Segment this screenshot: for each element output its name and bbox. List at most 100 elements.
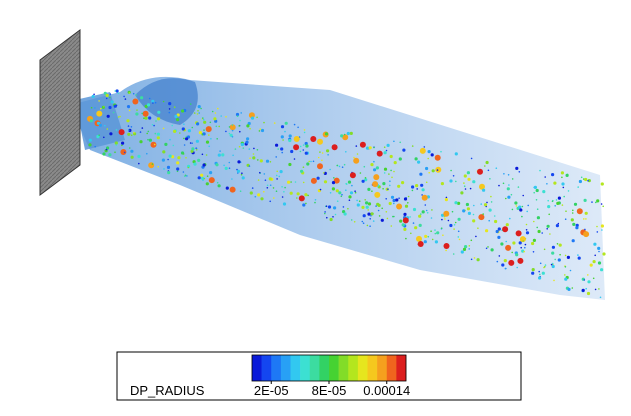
particle [257,159,259,161]
particle [192,160,196,164]
particle [472,180,476,184]
particle [324,211,326,213]
particle [253,147,255,150]
particle [109,96,111,99]
particle [132,98,139,105]
particle [364,199,367,201]
particle [373,160,375,163]
particle [390,225,393,227]
particle [153,124,155,127]
particle [430,230,432,232]
particle [533,185,538,189]
particle [601,229,603,231]
particle [462,209,466,213]
particle [319,151,321,153]
particle [94,145,96,148]
particle [306,162,310,166]
particle [505,223,509,227]
particle [424,204,427,206]
particle [333,206,337,210]
particle [383,172,386,174]
particle [388,201,392,206]
particle [425,166,429,171]
particle [345,151,347,153]
particle [495,167,498,169]
particle [224,166,228,170]
particle [135,112,139,116]
particle [463,185,466,187]
particle [583,231,590,238]
particle [585,218,587,220]
particle [519,208,523,212]
particle [393,140,395,143]
particle [307,194,309,197]
particle [550,263,553,266]
particle [94,107,96,109]
particle [539,273,541,276]
particle [421,188,425,192]
particle [350,219,353,221]
particle [483,203,488,207]
particle [414,226,418,230]
particle [572,222,576,226]
particle [236,169,241,173]
particle [141,127,144,129]
particle [284,121,288,125]
particle [425,209,428,212]
particle [447,219,450,222]
particle [501,263,505,267]
particle [209,171,213,175]
particle [533,220,535,223]
particle [587,179,589,182]
particle [168,154,172,158]
particle [546,224,550,228]
particle [187,129,191,133]
particle [390,195,395,199]
particle [152,102,154,104]
particle [389,154,393,159]
particle [176,167,180,171]
particle [256,149,259,151]
particle [354,190,356,192]
particle [449,223,453,228]
particle [296,197,298,199]
particle [417,241,424,247]
particle [296,192,300,196]
particle [115,144,118,146]
particle [398,197,400,199]
particle [338,165,341,168]
particle [310,177,317,184]
particle [457,236,460,238]
particle [558,243,562,247]
particle [463,174,467,178]
particle [359,141,366,148]
particle [583,279,586,281]
particle [484,165,486,167]
particle [146,103,151,107]
particle [369,218,372,220]
particle [248,148,251,150]
particle [365,205,369,209]
particle [551,262,554,265]
particle [508,259,515,266]
particle [216,138,218,140]
particle [531,241,535,246]
particle [390,169,392,172]
color-swatch [396,355,407,381]
particle [293,136,300,142]
particle [518,205,522,209]
particle [460,191,464,195]
particle [592,260,596,264]
particle [249,157,251,159]
particle [485,160,489,165]
particle [189,142,192,144]
particle [551,264,555,269]
particle [317,156,320,159]
particle [436,169,439,171]
particle [383,151,387,155]
particle [581,288,585,292]
particle [259,159,263,163]
particle [419,172,423,176]
particle [275,143,279,147]
